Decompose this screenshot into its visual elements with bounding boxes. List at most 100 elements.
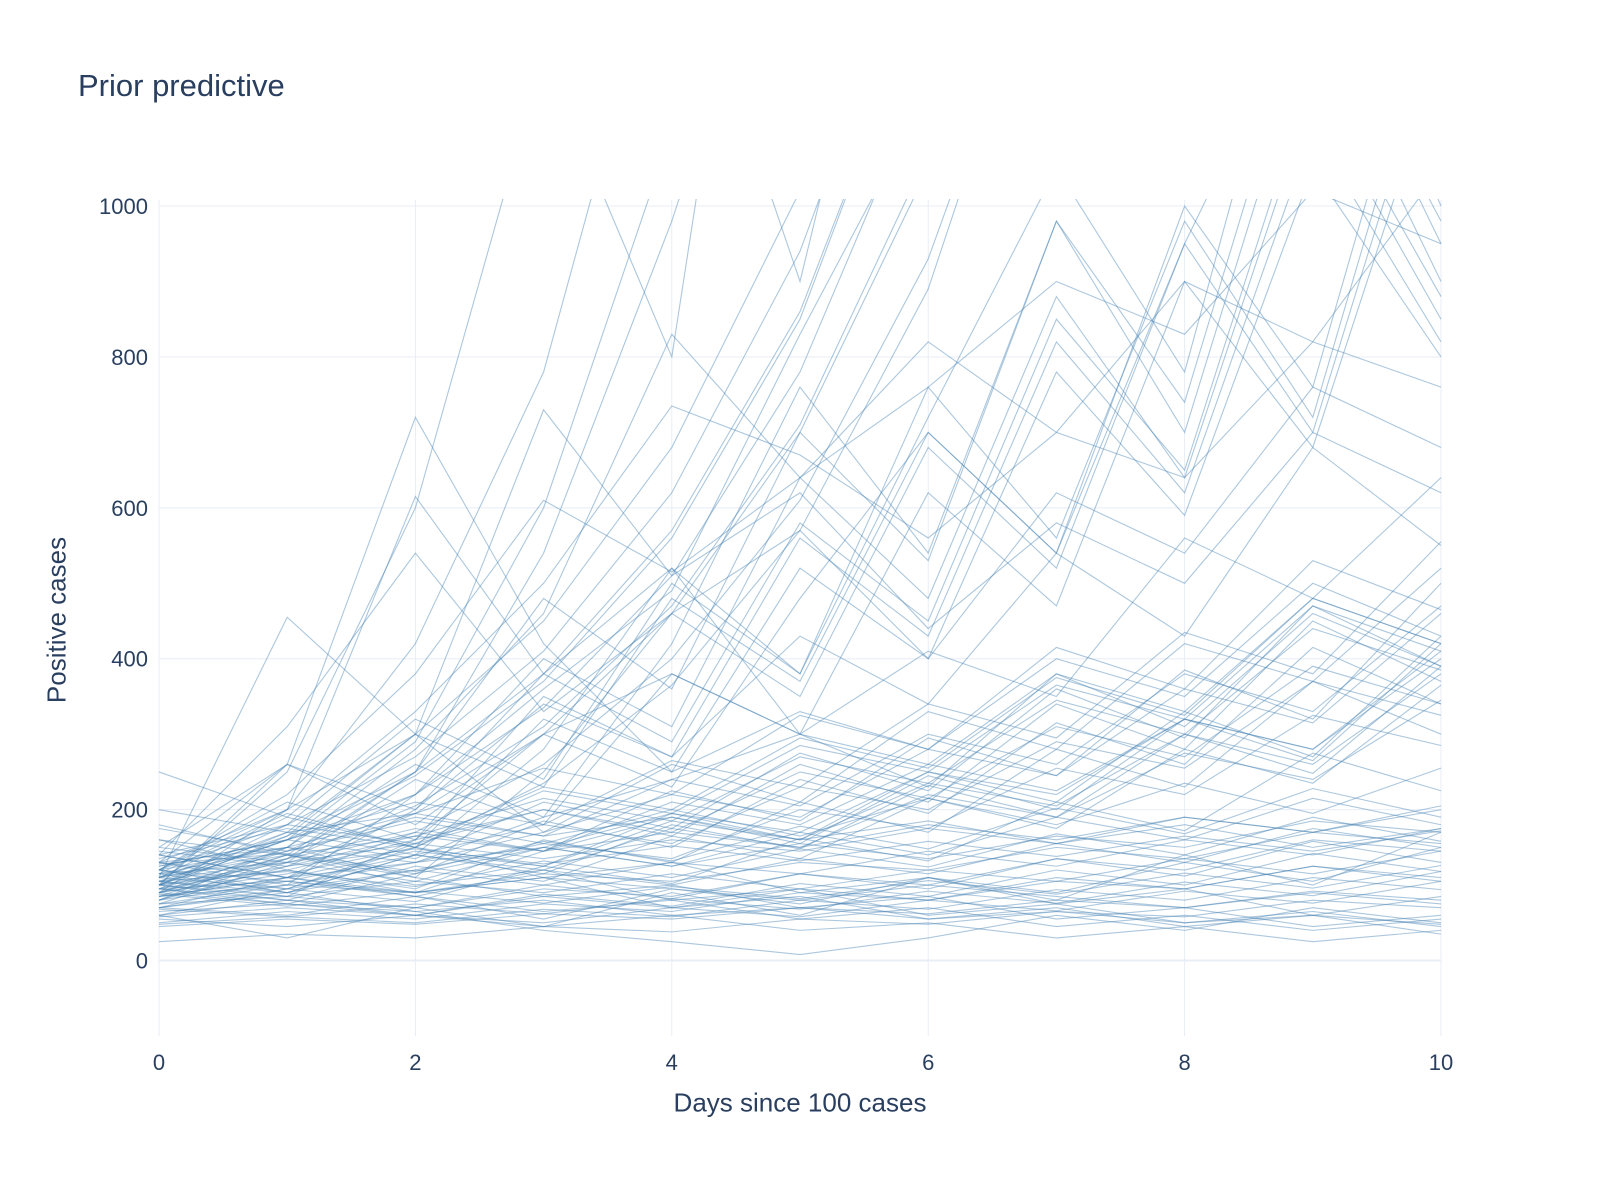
simulation-line [158, 567, 1442, 878]
x-tick-label: 8 [1178, 1050, 1190, 1075]
simulation-line [158, 597, 1442, 879]
simulation-line [158, 787, 1442, 873]
simulation-line [158, 846, 1442, 920]
simulation-line [158, 827, 1442, 890]
y-tick-label: 400 [111, 647, 148, 672]
y-tick-label: 0 [136, 949, 148, 974]
x-axis-title: Days since 100 cases [673, 1087, 927, 1118]
simulation-line [158, 199, 1442, 901]
simulation-line [158, 477, 1442, 894]
simulation-line [158, 831, 1442, 939]
simulation-line [158, 658, 1442, 886]
x-tick-label: 2 [409, 1050, 421, 1075]
simulation-line [158, 605, 1442, 871]
simulation-line [158, 199, 1442, 879]
simulation-line [158, 899, 1442, 943]
simulation-line [158, 665, 1442, 894]
simulation-line [158, 199, 959, 916]
simulation-line [158, 650, 1442, 905]
simulation-line [158, 199, 1420, 871]
simulation-line [158, 199, 1442, 871]
simulation-line [158, 839, 1442, 935]
simulation-line [158, 605, 1442, 867]
simulation-line [158, 809, 1442, 848]
simulation-line [158, 850, 1442, 897]
simulation-line [158, 199, 846, 882]
simulation-line [158, 643, 1442, 897]
simulation-line [158, 869, 1442, 956]
simulation-line [158, 809, 1442, 856]
simulation-line [158, 199, 875, 890]
simulation-line [158, 646, 1442, 879]
x-tick-label: 6 [922, 1050, 934, 1075]
simulation-line [158, 827, 1442, 897]
simulation-line [158, 199, 1395, 905]
simulation-line [158, 884, 1442, 943]
simulation-line [158, 816, 1442, 888]
simulation-line [158, 854, 1442, 931]
simulation-line [158, 852, 1442, 918]
simulation-line [158, 199, 1442, 894]
simulation-line [158, 824, 1442, 928]
simulation-line [158, 892, 1442, 925]
simulation-line [158, 612, 1442, 886]
simulation-line [158, 805, 1442, 864]
simulation-line [158, 869, 1442, 909]
simulation-line [158, 752, 1442, 909]
chart-title: Prior predictive [78, 68, 285, 103]
simulation-line [158, 341, 1442, 879]
simulation-line [158, 199, 1442, 901]
simulation-line [158, 627, 1442, 890]
simulation-line [158, 199, 914, 901]
y-tick-label: 800 [111, 345, 148, 370]
simulation-line [158, 199, 650, 886]
grid-layer [158, 200, 1442, 1036]
simulation-line [158, 408, 1442, 886]
x-tick-label: 10 [1429, 1050, 1453, 1075]
simulation-line [158, 831, 1442, 897]
simulation-line [158, 840, 1442, 909]
simulation-line [158, 620, 1442, 890]
simulation-line [158, 865, 1442, 916]
simulation-line [158, 199, 873, 886]
simulation-line [158, 680, 1442, 894]
simulation-line [158, 613, 1442, 905]
simulation-line [158, 870, 1442, 918]
simulation-line [158, 797, 1442, 882]
simulation-line [158, 880, 1442, 928]
simulation-line [158, 876, 1442, 925]
simulation-line [158, 890, 1442, 928]
simulation-line [158, 199, 951, 909]
simulation-line [158, 199, 1378, 879]
simulation-line [158, 199, 845, 879]
simulation-line [158, 199, 1442, 886]
simulation-line [158, 199, 1368, 890]
simulation-line [158, 199, 820, 871]
y-axis-title: Positive cases [41, 536, 72, 704]
simulation-line [158, 199, 821, 871]
simulation-line [158, 199, 697, 886]
simulation-line [158, 684, 1442, 901]
x-tick-label: 0 [153, 1050, 165, 1075]
simulation-line [158, 582, 1442, 882]
simulation-line [158, 386, 1442, 856]
simulation-line [158, 199, 797, 863]
simulation-line [158, 635, 1442, 894]
y-tick-label: 1000 [99, 194, 148, 219]
simulation-line [158, 560, 1442, 875]
simulation-line [158, 864, 1442, 907]
simulation-line [158, 597, 1442, 856]
simulation-line [158, 820, 1442, 879]
simulation-line [158, 605, 1442, 860]
simulation-line [158, 199, 1442, 886]
x-tick-label: 4 [666, 1050, 678, 1075]
simulation-line [158, 199, 1386, 897]
simulation-line [158, 199, 908, 894]
simulation-line [158, 199, 1442, 875]
simulation-line [158, 673, 1442, 897]
y-tick-label: 600 [111, 496, 148, 521]
simulation-line [158, 839, 1442, 916]
simulation-line [158, 665, 1442, 894]
